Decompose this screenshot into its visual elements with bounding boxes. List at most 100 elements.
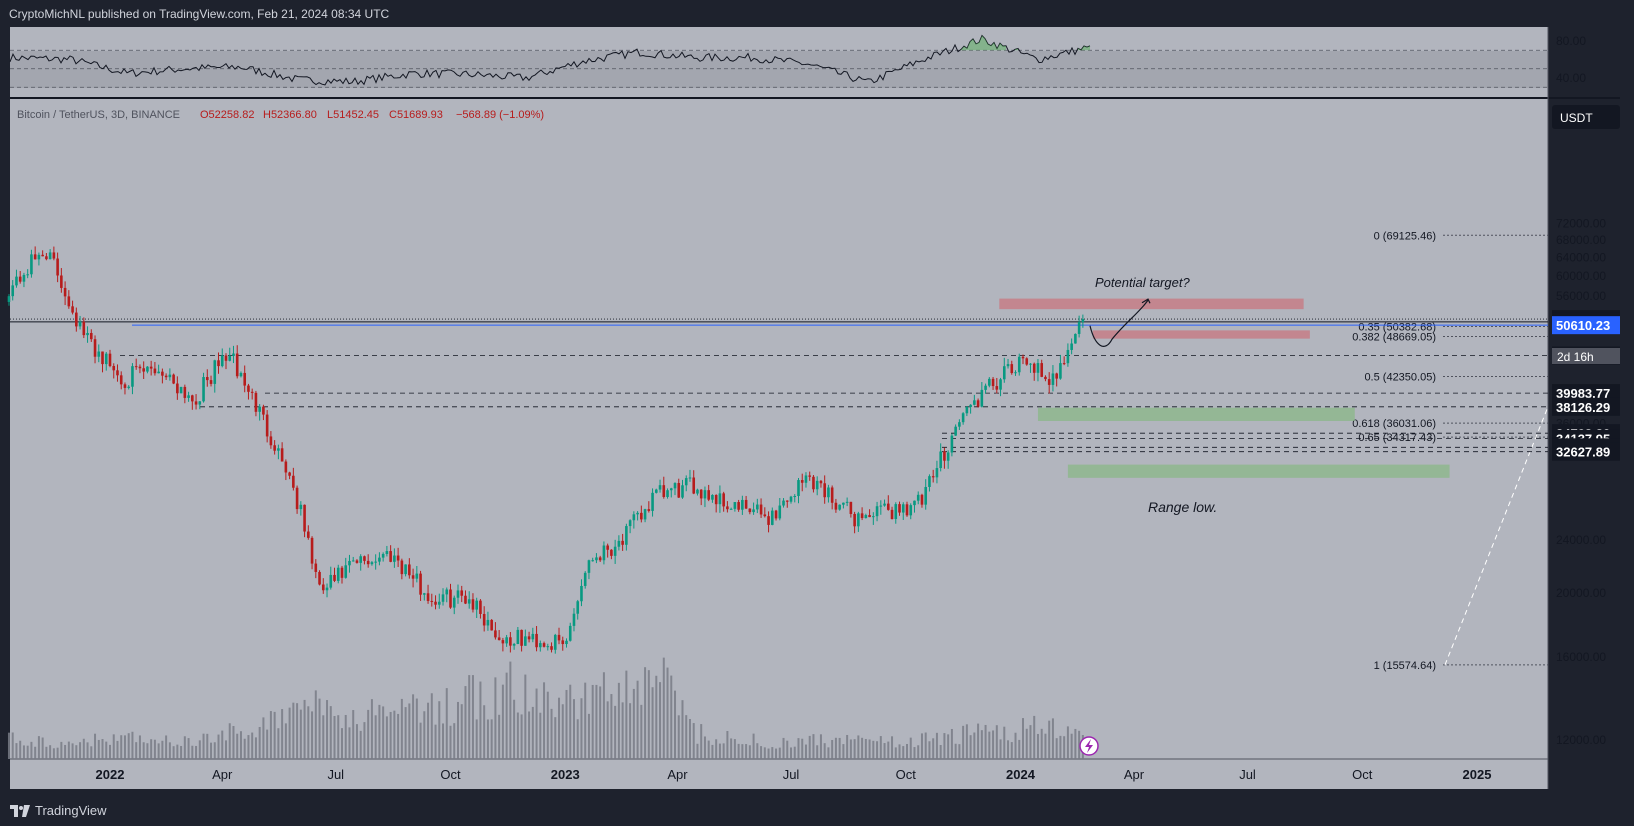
volume-bar [894, 747, 897, 759]
volume-bar [804, 744, 807, 759]
candle-body [883, 503, 886, 506]
volume-bar [494, 677, 497, 759]
volume-bar [434, 724, 437, 759]
candle-body [104, 353, 108, 365]
volume-bar [909, 737, 912, 759]
candle-body [67, 296, 71, 307]
rsi-overbought-fill [1087, 45, 1090, 51]
resistance-zone [999, 298, 1304, 310]
volume-bar [681, 700, 684, 759]
candle-body [621, 540, 624, 545]
candle-body [445, 589, 449, 595]
candle-body [602, 545, 606, 561]
candle-body [980, 389, 984, 407]
candle-body [63, 287, 67, 297]
candle-body [991, 378, 995, 387]
candle-body [254, 392, 258, 412]
volume-bar [857, 735, 860, 759]
candle-body [973, 400, 976, 405]
candle-body [134, 366, 138, 368]
volume-bar [498, 714, 501, 759]
candle-body [726, 506, 729, 510]
volume-bar [999, 739, 1002, 759]
volume-bar [883, 743, 886, 759]
flash-icon[interactable] [1079, 736, 1099, 756]
candle-body [482, 613, 486, 626]
volume-bar [299, 709, 302, 759]
price-tick-label: 64000.00 [1556, 251, 1606, 265]
volume-bar [254, 737, 257, 759]
candle-body [524, 636, 527, 646]
candle-body [707, 490, 710, 500]
candle-body [542, 643, 546, 647]
volume-bar [688, 719, 691, 759]
volume-bar [543, 682, 546, 759]
candle-body [258, 406, 261, 412]
candle-body [490, 619, 493, 631]
candle-body [1014, 372, 1017, 374]
volume-bar [19, 740, 22, 759]
volume-bar [965, 724, 968, 759]
candle-body [467, 599, 471, 604]
price-tick-label: 20000.00 [1556, 586, 1606, 600]
candle-body [516, 629, 520, 644]
candle-body [591, 560, 594, 562]
volume-bar [442, 723, 445, 759]
volume-bar [1048, 720, 1051, 759]
volume-bar [718, 743, 721, 759]
candle-body [1036, 363, 1040, 373]
symbol-legend[interactable]: Bitcoin / TetherUS, 3D, BINANCE O52258.8… [17, 109, 544, 121]
volume-bar [408, 703, 411, 759]
candle-body [11, 285, 15, 297]
volume-bar [1074, 728, 1077, 759]
price-pane [10, 99, 1548, 759]
volume-bar [326, 700, 329, 759]
candle-body [127, 386, 131, 388]
volume-bar [913, 747, 916, 759]
volume-bar [239, 731, 242, 759]
candle-body [640, 512, 643, 520]
volume-bar [535, 688, 538, 759]
volume-bar [67, 741, 70, 759]
candle-body [580, 585, 583, 602]
candle-body [576, 601, 580, 614]
candle-body [18, 276, 22, 282]
volume-bar [524, 674, 527, 759]
volume-bar [662, 657, 665, 759]
volume-bar [1010, 742, 1013, 759]
tradingview-logo[interactable]: TradingView [10, 796, 107, 826]
candle-body [838, 504, 841, 510]
volume-bar [969, 735, 972, 759]
volume-bar [531, 706, 534, 759]
volume-bar [311, 711, 314, 759]
candle-body [958, 422, 961, 427]
candle-body [770, 510, 774, 525]
volume-bar [60, 741, 63, 759]
rsi-overbought-fill [997, 43, 1000, 51]
volume-bar [262, 717, 265, 759]
volume-bar [977, 723, 980, 759]
candle-body [572, 613, 576, 626]
volume-bar [1066, 726, 1069, 759]
volume-bar [868, 739, 871, 759]
volume-bar [741, 744, 744, 759]
candle-body [527, 636, 531, 640]
time-tick-label: Jul [783, 767, 800, 782]
time-tick-label: Apr [1124, 767, 1145, 782]
volume-bar [565, 689, 568, 759]
volume-bar [288, 707, 291, 759]
volume-bar [632, 688, 635, 759]
volume-bar [677, 715, 680, 759]
candle-body [1032, 363, 1036, 373]
currency-button[interactable] [1552, 105, 1620, 129]
candle-body [56, 258, 59, 276]
candle-body [359, 556, 362, 563]
candle-body [183, 386, 187, 398]
rsi-layer: 80.00 40.00 [9, 34, 1586, 88]
candle-body [737, 502, 740, 510]
candle-body [426, 593, 430, 601]
candle-body [557, 634, 561, 641]
volume-bar [94, 733, 97, 759]
volume-bar [367, 709, 370, 759]
